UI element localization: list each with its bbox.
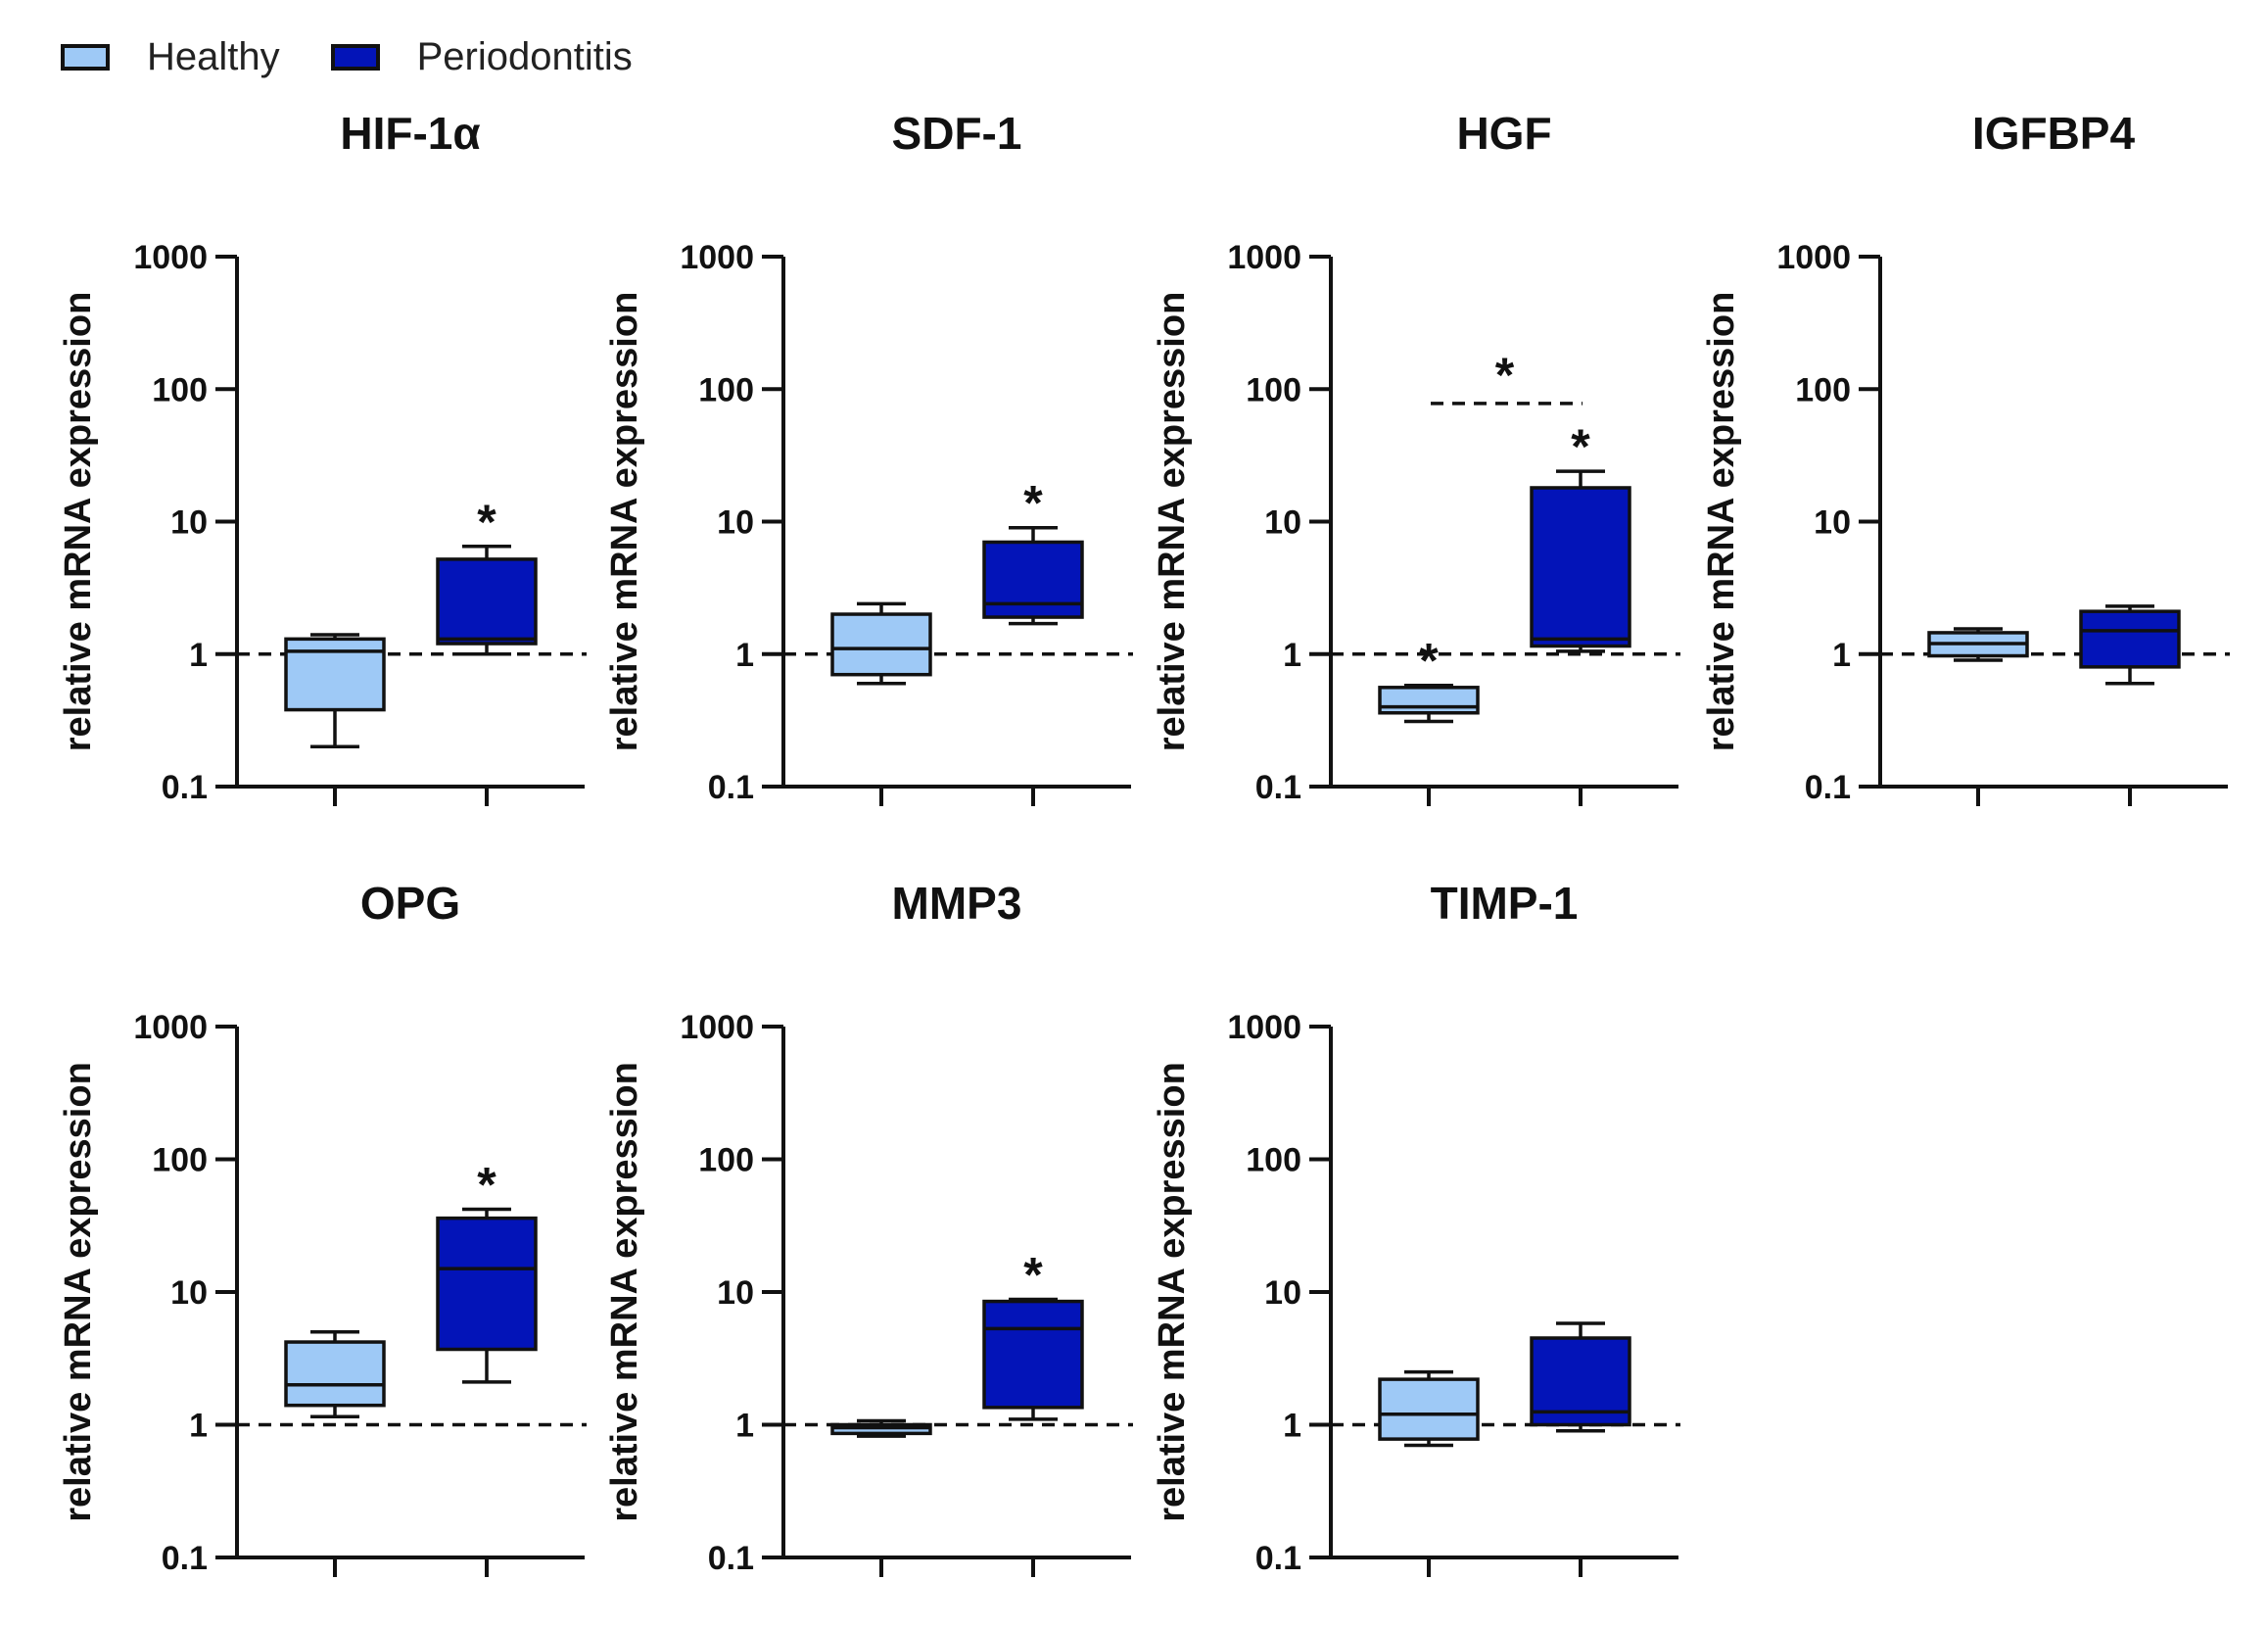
y-tick-label: 1 <box>735 637 754 674</box>
y-tick-label: 10 <box>1264 504 1301 542</box>
significance-marker: * <box>477 1158 496 1213</box>
y-tick-label: 100 <box>152 1142 208 1179</box>
box-periodontitis <box>1530 486 1631 648</box>
y-tick-label: 0.1 <box>162 1540 208 1577</box>
chart-title: IGFBP4 <box>1972 108 2136 159</box>
chart-panel: MMP3 relative mRNA expression 0.1 1 10 100 100… <box>604 878 1133 1577</box>
legend: Healthy Periodontitis <box>61 35 684 79</box>
y-axis-label: relative mRNA expression <box>604 292 645 752</box>
y-tick-label: 0.1 <box>1255 769 1301 806</box>
y-tick-label: 10 <box>1814 504 1851 542</box>
chart-panel: IGFBP4 relative mRNA expression 0.1 1 10 100 1… <box>1701 108 2230 806</box>
y-tick-label: 10 <box>1264 1274 1301 1312</box>
y-tick-label: 0.1 <box>708 769 754 806</box>
y-tick-label: 100 <box>1246 371 1301 408</box>
y-tick-label: 1000 <box>1776 239 1851 276</box>
y-tick-label: 1 <box>189 637 208 674</box>
significance-marker: * <box>477 495 496 550</box>
chart-title: SDF-1 <box>892 108 1022 159</box>
y-axis-label: relative mRNA expression <box>58 1062 99 1522</box>
y-tick-label: 1 <box>189 1408 208 1445</box>
significance-marker: * <box>1419 634 1439 689</box>
y-tick-label: 0.1 <box>708 1540 754 1577</box>
box-periodontitis <box>436 1216 538 1352</box>
y-tick-label: 1000 <box>133 239 208 276</box>
box-healthy <box>1378 1377 1480 1441</box>
y-tick-label: 100 <box>152 371 208 408</box>
y-tick-label: 10 <box>717 504 754 542</box>
legend-item-periodontitis: Periodontitis <box>330 35 633 79</box>
legend-label-healthy: Healthy <box>147 35 280 78</box>
chart-panel: SDF-1 relative mRNA expression 0.1 1 10 100 10… <box>604 108 1133 806</box>
chart-panel: TIMP-1 relative mRNA expression 0.1 1 10 100 1… <box>1152 878 1680 1577</box>
y-tick-label: 1000 <box>1227 1009 1301 1046</box>
y-tick-label: 1 <box>1283 637 1301 674</box>
y-tick-label: 1 <box>1283 1408 1301 1445</box>
y-tick-label: 100 <box>698 1142 754 1179</box>
box-periodontitis <box>982 540 1084 619</box>
legend-swatch-healthy <box>61 44 110 71</box>
chart-panel: OPG relative mRNA expression 0.1 1 10 100 1000… <box>58 878 587 1577</box>
box-healthy <box>1378 686 1480 715</box>
legend-label-periodontitis: Periodontitis <box>416 35 633 78</box>
significance-marker: * <box>1571 419 1590 474</box>
y-tick-label: 100 <box>1246 1142 1301 1179</box>
y-tick-label: 1000 <box>680 239 754 276</box>
y-tick-label: 10 <box>170 504 208 542</box>
significance-marker: * <box>1023 1248 1043 1303</box>
y-tick-label: 1 <box>1832 637 1851 674</box>
box-periodontitis <box>982 1299 1084 1410</box>
y-axis-label: relative mRNA expression <box>604 1062 645 1522</box>
box-periodontitis <box>436 557 538 646</box>
y-tick-label: 100 <box>698 371 754 408</box>
chart-title: HIF-1α <box>340 108 480 159</box>
y-tick-label: 0.1 <box>1805 769 1851 806</box>
y-tick-label: 100 <box>1795 371 1851 408</box>
bracket-significance-marker: * <box>1495 348 1515 403</box>
box-periodontitis <box>2079 609 2181 669</box>
legend-item-healthy: Healthy <box>61 35 280 79</box>
box-healthy <box>284 1340 386 1408</box>
chart-title: OPG <box>360 878 460 929</box>
chart-title: MMP3 <box>892 878 1022 929</box>
y-tick-label: 10 <box>170 1274 208 1312</box>
y-tick-label: 1000 <box>680 1009 754 1046</box>
y-axis-label: relative mRNA expression <box>1152 1062 1193 1522</box>
y-axis-label: relative mRNA expression <box>1152 292 1193 752</box>
y-axis-label: relative mRNA expression <box>1701 292 1742 752</box>
box-healthy <box>830 612 932 677</box>
chart-title: TIMP-1 <box>1431 878 1579 929</box>
chart-title: HGF <box>1456 108 1551 159</box>
y-tick-label: 1000 <box>133 1009 208 1046</box>
y-tick-label: 0.1 <box>162 769 208 806</box>
y-tick-label: 1000 <box>1227 239 1301 276</box>
y-axis-label: relative mRNA expression <box>58 292 99 752</box>
y-tick-label: 0.1 <box>1255 1540 1301 1577</box>
chart-panel: HIF-1α relative mRNA expression 0.1 1 10 100 1… <box>58 108 587 806</box>
y-tick-label: 10 <box>717 1274 754 1312</box>
legend-swatch-periodontitis <box>330 44 380 71</box>
chart-panel: HGF relative mRNA expression 0.1 1 10 100 1000… <box>1152 108 1680 806</box>
y-tick-label: 1 <box>735 1408 754 1445</box>
significance-marker: * <box>1023 476 1043 531</box>
